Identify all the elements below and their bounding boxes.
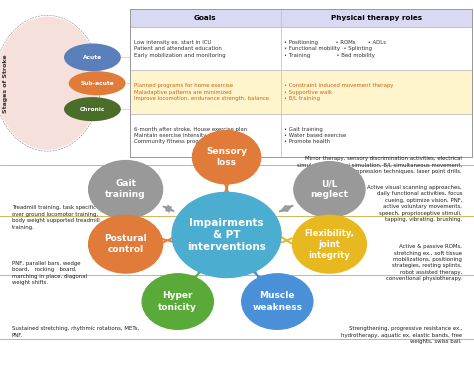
Text: Sensory
loss: Sensory loss bbox=[206, 147, 247, 167]
Bar bbox=[130, 9, 472, 157]
Text: Goals: Goals bbox=[194, 15, 217, 21]
Circle shape bbox=[192, 131, 261, 184]
Text: Flexibility,
joint
integrity: Flexibility, joint integrity bbox=[304, 229, 355, 260]
Text: Sustained stretching, rhythmic rotations, METs,
PNF.: Sustained stretching, rhythmic rotations… bbox=[12, 326, 139, 338]
Text: Impairments
& PT
interventions: Impairments & PT interventions bbox=[187, 218, 266, 252]
Text: Gait
training: Gait training bbox=[105, 179, 146, 199]
Bar bbox=[130, 27, 472, 70]
Text: Active visual scanning approaches,
daily functional activities, focus
cueing, op: Active visual scanning approaches, daily… bbox=[367, 185, 462, 222]
Ellipse shape bbox=[64, 97, 121, 121]
Text: • Constraint induced movement therapy
• Supportive walk
• B/L training: • Constraint induced movement therapy • … bbox=[284, 83, 393, 101]
Circle shape bbox=[89, 215, 163, 273]
Text: Muscle
weakness: Muscle weakness bbox=[252, 292, 302, 312]
Text: PNF, parallel bars, wedge
board,   rocking   board,
marching in place, diagonal
: PNF, parallel bars, wedge board, rocking… bbox=[12, 261, 87, 285]
Text: Physical therapy roles: Physical therapy roles bbox=[330, 15, 422, 21]
Ellipse shape bbox=[64, 44, 121, 71]
Circle shape bbox=[292, 215, 366, 273]
Bar bbox=[130, 9, 472, 27]
Text: Low intensity ex. start in ICU
Patient and attendant education
Early mobilizatio: Low intensity ex. start in ICU Patient a… bbox=[134, 40, 225, 58]
Text: Sub-acute: Sub-acute bbox=[80, 81, 114, 86]
Text: • Gait training
• Water based exercise
• Promote health: • Gait training • Water based exercise •… bbox=[284, 127, 346, 144]
Text: Strengthening, progressive resistance ex.,
hydrotherapy, aquatic ex. elastic ban: Strengthening, progressive resistance ex… bbox=[341, 326, 462, 344]
Circle shape bbox=[294, 162, 365, 217]
Text: Treadmill training, task specific
over ground locomotor training,
body weight su: Treadmill training, task specific over g… bbox=[12, 205, 100, 229]
Ellipse shape bbox=[0, 17, 100, 150]
Text: Postural
control: Postural control bbox=[104, 234, 147, 254]
Text: U/L
neglect: U/L neglect bbox=[310, 179, 348, 199]
Text: Mirror therapy, sensory discrimination activities, electrical
simulation, therma: Mirror therapy, sensory discrimination a… bbox=[297, 156, 462, 174]
Text: Active & passive ROMs,
stretching ex., soft tissue
mobilizations, positioning
st: Active & passive ROMs, stretching ex., s… bbox=[386, 244, 462, 281]
Ellipse shape bbox=[69, 71, 126, 95]
Text: 6-month after stroke, House exercise plan
Maintain exercise intensity
Community : 6-month after stroke, House exercise pla… bbox=[134, 127, 247, 144]
Text: Stages of Stroke: Stages of Stroke bbox=[3, 54, 8, 112]
Text: Hyper
tonicity: Hyper tonicity bbox=[158, 292, 197, 312]
Circle shape bbox=[142, 274, 213, 329]
Text: • Positioning          • ROMs       • ADLs
• Functional mobility  • Splinting
• : • Positioning • ROMs • ADLs • Functional… bbox=[284, 40, 386, 58]
Text: Chronic: Chronic bbox=[80, 107, 105, 112]
Bar bbox=[130, 114, 472, 157]
Circle shape bbox=[242, 274, 313, 329]
Text: Acute: Acute bbox=[83, 55, 102, 60]
Circle shape bbox=[89, 161, 163, 218]
Circle shape bbox=[172, 192, 281, 278]
Text: Planned programs for home exercise
Maladaptive patterns are minimized
Improve lo: Planned programs for home exercise Malad… bbox=[134, 83, 269, 101]
Bar bbox=[130, 70, 472, 114]
